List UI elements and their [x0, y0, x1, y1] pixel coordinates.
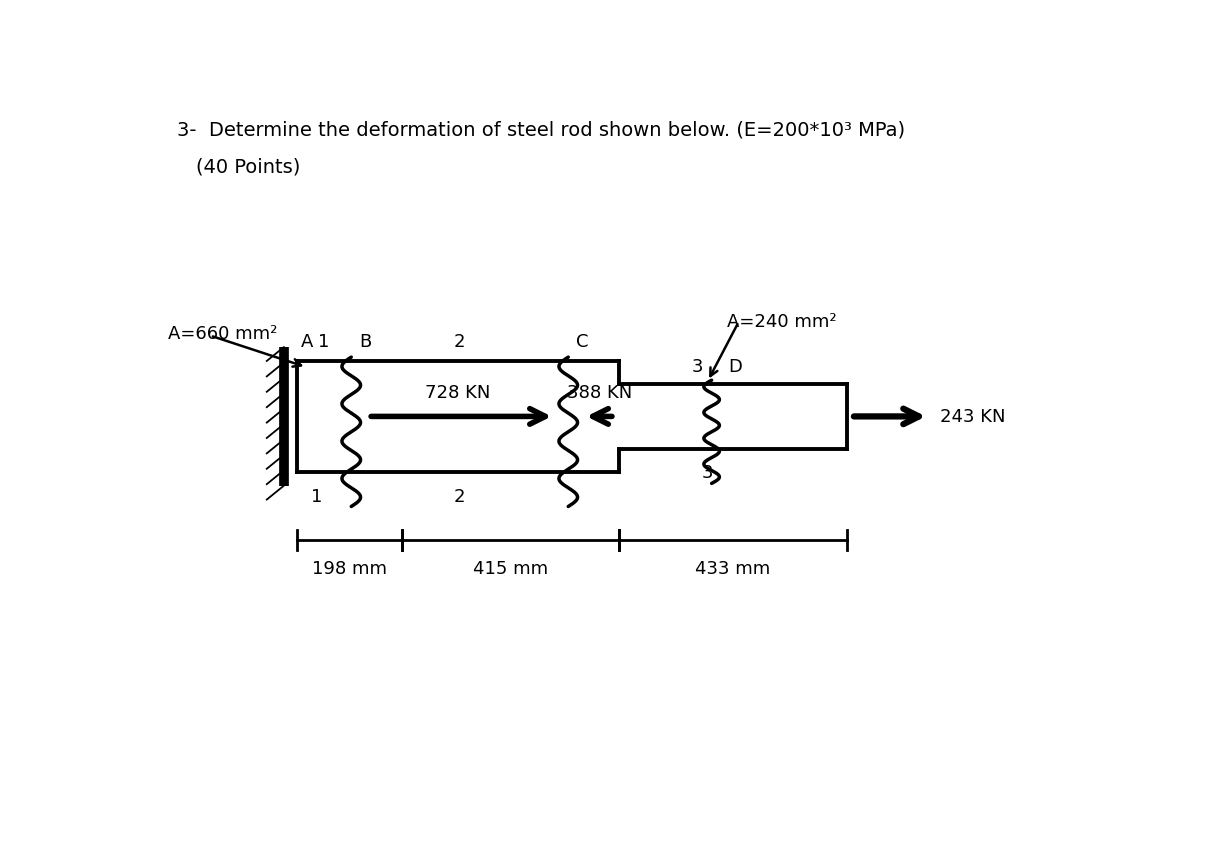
Text: 243 KN: 243 KN	[940, 408, 1005, 426]
Text: 3: 3	[692, 357, 703, 375]
Text: 433 mm: 433 mm	[696, 560, 771, 577]
Text: 2: 2	[454, 488, 466, 506]
Text: 3: 3	[702, 463, 714, 481]
Text: C: C	[576, 333, 589, 351]
Text: B: B	[359, 333, 371, 351]
Text: (40 Points): (40 Points)	[197, 158, 301, 177]
Text: 1: 1	[311, 488, 322, 506]
Text: 388 KN: 388 KN	[567, 384, 632, 402]
Text: 415 mm: 415 mm	[473, 560, 548, 577]
Text: D: D	[729, 357, 742, 375]
Text: 1: 1	[318, 333, 329, 351]
Text: 198 mm: 198 mm	[312, 560, 387, 577]
Text: 728 KN: 728 KN	[425, 384, 490, 402]
Text: 2: 2	[454, 333, 466, 351]
Text: A=240 mm²: A=240 mm²	[728, 313, 837, 331]
Text: A: A	[301, 333, 313, 351]
Text: 3-  Determine the deformation of steel rod shown below. (E=200*10³ MPa): 3- Determine the deformation of steel ro…	[177, 121, 905, 140]
Text: A=660 mm²: A=660 mm²	[167, 325, 277, 343]
